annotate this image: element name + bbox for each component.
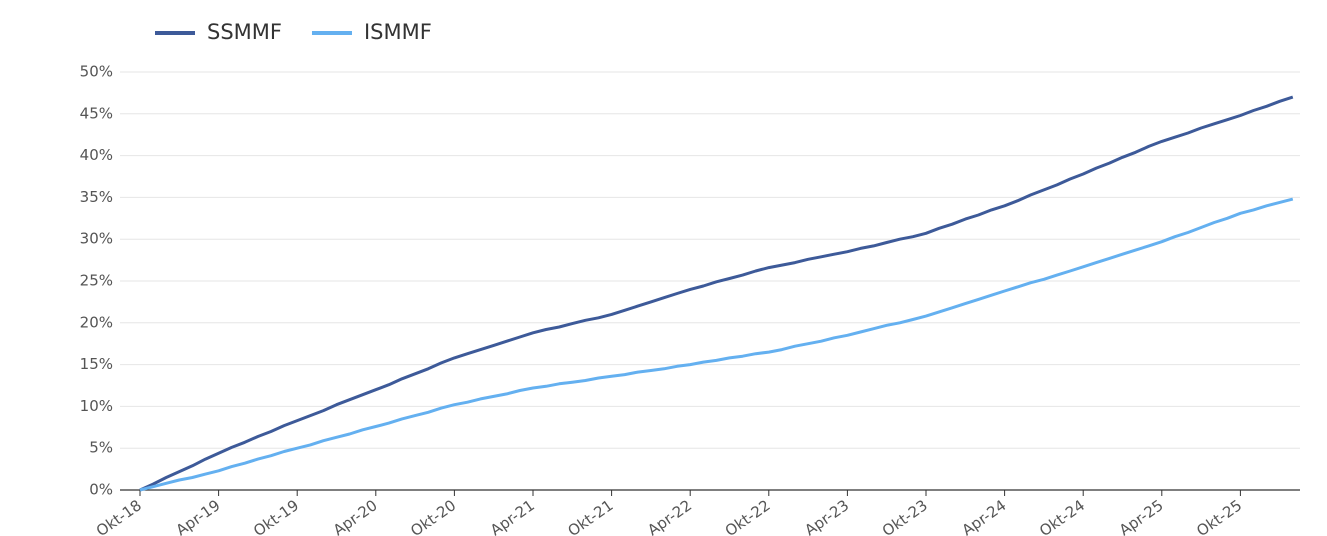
x-tick-label: Apr-25 [1116,496,1167,536]
y-tick-label: 20% [80,313,113,331]
y-tick-label: 0% [89,481,113,499]
series-line [139,95,1294,492]
x-tick-label: Okt-24 [1036,496,1088,536]
legend-label: SSMMF [207,20,282,44]
x-tick-label: Okt-21 [564,496,616,536]
x-tick-label: Okt-20 [407,496,459,536]
y-tick-label: 15% [80,355,113,373]
y-tick-label: 35% [80,188,113,206]
x-tick-label: Apr-20 [330,496,381,536]
x-tick-label: Okt-25 [1193,496,1245,536]
y-tick-label: 40% [80,146,113,164]
y-tick-label: 50% [80,63,113,81]
x-tick-label: Apr-19 [173,496,224,536]
legend-label: ISMMF [364,20,432,44]
y-tick-label: 30% [80,230,113,248]
x-tick-label: Apr-22 [644,496,695,536]
y-tick-label: 5% [89,439,113,457]
x-tick-label: Okt-22 [722,496,774,536]
series-line [139,197,1294,492]
x-tick-label: Apr-21 [487,496,538,536]
x-tick-label: Apr-23 [801,496,852,536]
x-tick-label: Okt-23 [879,496,931,536]
y-tick-label: 45% [80,104,113,122]
x-tick-label: Apr-24 [959,496,1010,536]
y-tick-label: 10% [80,397,113,415]
x-tick-label: Okt-19 [250,496,302,536]
y-tick-label: 25% [80,272,113,290]
x-tick-label: Okt-18 [93,496,145,536]
